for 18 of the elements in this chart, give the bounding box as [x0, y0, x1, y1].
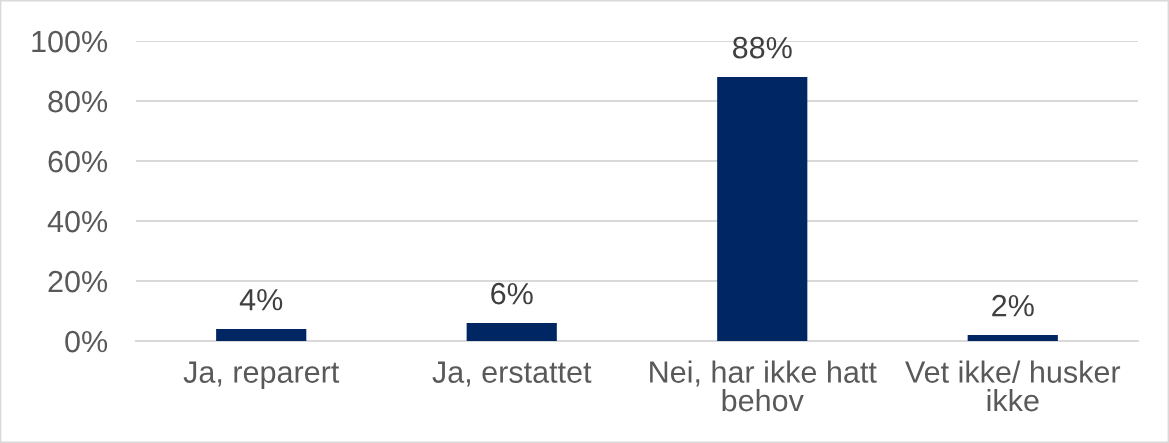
data-label: 6% — [491, 282, 533, 305]
y-tick-label: 60% — [48, 150, 108, 173]
bar — [466, 323, 557, 342]
y-tick-label: 40% — [47, 210, 108, 233]
y-tick-label: 100% — [32, 30, 108, 53]
x-tick-label: Ja, reparert — [183, 361, 340, 389]
y-tick-label: 0% — [65, 330, 108, 353]
y-tick-label: 80% — [48, 90, 108, 113]
y-tick-label: 20% — [48, 270, 108, 293]
bar — [967, 335, 1058, 342]
bar — [717, 77, 808, 342]
x-tick-label: Nei, har ikke hatt behov — [650, 360, 877, 412]
data-label: 88% — [733, 36, 792, 59]
data-label: 2% — [992, 294, 1034, 317]
bar — [216, 329, 307, 342]
x-tick-label: Ja, erstattet — [432, 361, 592, 387]
x-tick-label: Vet ikke/ husker ikke — [905, 360, 1121, 412]
data-label: 4% — [239, 288, 283, 311]
